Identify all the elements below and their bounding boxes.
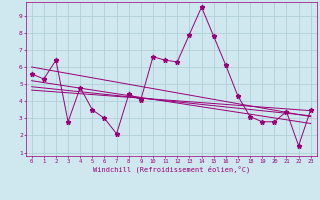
X-axis label: Windchill (Refroidissement éolien,°C): Windchill (Refroidissement éolien,°C)	[92, 165, 250, 173]
